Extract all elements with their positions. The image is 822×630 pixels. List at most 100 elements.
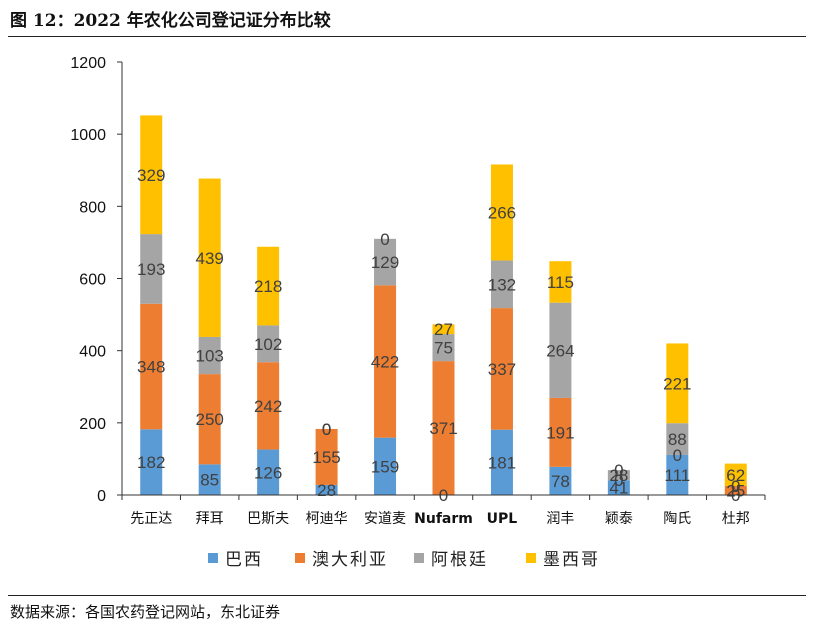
bar-segment-australia [490,308,513,430]
legend-item: 墨西哥 [526,550,598,570]
data-label: 422 [371,352,399,371]
x-category-label: 润丰 [546,511,574,527]
bar-segment-mexico [432,324,455,335]
data-label: 159 [371,457,399,476]
legend: 巴西 澳大利亚 阿根廷 墨西哥 [208,550,598,570]
data-label: 348 [137,358,165,377]
y-tick-label: 1200 [70,55,106,72]
data-label: 41 [609,479,628,498]
data-label: 250 [195,410,223,429]
data-label: 129 [371,253,399,272]
data-label: 218 [254,277,282,296]
legend-swatch [414,553,424,563]
data-label: 182 [137,453,165,472]
legend-swatch [295,553,305,563]
data-label: 181 [488,453,516,472]
bar-segment-mexico [549,261,572,303]
data-label: 371 [429,419,457,438]
bar-segment-brazil [490,429,513,495]
legend-label: 巴西 [225,550,263,570]
data-label: 78 [551,472,570,491]
legend-label: 阿根廷 [431,550,488,570]
data-label: 102 [254,335,282,354]
bar-segment-australia [432,361,455,495]
bar-segment-australia [198,374,221,465]
data-label: 242 [254,397,282,416]
bar-segment-mexico [666,343,689,424]
x-category-label: 柯迪华 [306,511,348,527]
data-label: 0 [731,477,740,496]
bar-segment-argentina [140,234,163,304]
data-label: 191 [546,423,574,442]
x-category-label: 先正达 [130,511,172,527]
bar-segment-argentina [198,336,221,375]
bar-segment-argentina [257,325,280,363]
data-label: 27 [434,320,453,339]
data-label: 0 [673,446,682,465]
legend-item: 澳大利亚 [295,550,386,570]
y-tick-label: 400 [79,344,106,361]
bar-segment-australia [374,285,397,438]
bar-segment-australia [315,428,338,485]
bar-segment-mexico [257,246,280,326]
y-tick-label: 1000 [70,127,106,144]
bar-segment-mexico [724,463,747,486]
bar-segment-australia [724,485,747,495]
legend-item: 阿根廷 [414,550,488,570]
bar-segment-brazil [198,464,221,495]
data-label: 0 [380,230,389,249]
y-tick-label: 0 [97,488,106,505]
bottom-divider [8,595,806,596]
x-category-label: 巴斯夫 [247,511,289,527]
data-label: 103 [195,347,223,366]
data-label: 0 [614,471,623,490]
data-label: 28 [317,481,336,500]
y-tick-label: 200 [79,416,106,433]
bar-segment-brazil [374,437,397,495]
data-label: 155 [312,448,340,467]
x-category-label: 陶氏 [663,511,691,527]
data-label: 0 [322,420,331,439]
data-label: 28 [609,466,628,485]
x-category-label: 杜邦 [722,511,750,527]
data-label: 0 [614,461,623,480]
data-label: 264 [546,341,574,360]
data-label: 62 [726,466,745,485]
data-label: 0 [322,420,331,439]
data-label: 439 [195,249,223,268]
x-category-label: Nufarm [414,511,473,527]
data-label: 132 [488,275,516,294]
y-tick-label: 600 [79,272,106,289]
data-label: 111 [664,466,690,485]
top-divider [8,36,806,37]
data-label: 337 [488,360,516,379]
x-category-label: 安道麦 [364,511,406,527]
bar-segment-argentina [490,260,513,309]
bar-segment-australia [140,303,163,430]
legend-swatch [208,553,218,563]
x-category-label: 颖泰 [605,511,633,527]
bar-segment-argentina [432,334,455,362]
data-labels: 1823481933298525010343912624210221828155… [137,166,745,505]
bar-segment-mexico [490,164,513,261]
bar-segment-argentina [666,423,689,455]
bar-segment-australia [549,397,572,467]
bar-segment-mexico [198,178,221,337]
bar-segment-australia [257,362,280,450]
data-label: 193 [137,260,165,279]
legend-item: 巴西 [208,550,263,570]
bar-segment-brazil [607,480,630,495]
bar-area [140,115,747,495]
bar-segment-brazil [666,454,689,495]
x-category-label: UPL [487,511,518,527]
bar-segment-argentina [607,470,630,481]
bar-segment-argentina [549,302,572,398]
source-note: 数据来源：各国农药登记网站，东北证券 [10,603,281,621]
y-tick-label: 800 [79,199,106,216]
data-label: 85 [200,471,219,490]
bar-segment-brazil [140,429,163,495]
data-label: 88 [668,430,687,449]
data-label: 115 [547,273,574,292]
data-label: 266 [488,203,516,222]
data-label: 75 [434,339,453,358]
